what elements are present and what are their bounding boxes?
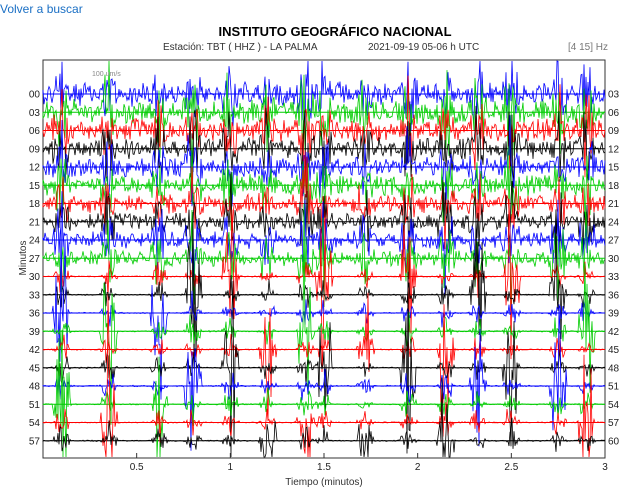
y-tick-label-left: 03 [29, 108, 41, 119]
y-tick-label-right: 48 [608, 363, 620, 374]
seismic-trace [42, 329, 606, 458]
y-tick-label-left: 51 [29, 400, 41, 411]
seismic-trace [42, 292, 606, 421]
scale-label: 100 um/s [92, 71, 121, 78]
y-tick-label-left: 36 [29, 309, 41, 320]
back-to-search-link[interactable]: Volver a buscar [0, 2, 83, 16]
x-tick-label: 0.5 [130, 462, 144, 473]
station-label: Estación: TBT ( HHZ ) - LA PALMA [163, 42, 318, 53]
y-tick-labels: 00 03 03 06 06 09 09 12 12 15 15 18 18 21 21 24 24 27 27 30… [29, 90, 620, 448]
chart-title: INSTITUTO GEOGRÁFICO NACIONAL [218, 24, 451, 39]
seismic-trace [42, 209, 606, 369]
y-tick-label-right: 12 [608, 144, 620, 155]
seismic-trace [42, 209, 606, 309]
y-tick-label-right: 54 [608, 400, 620, 411]
y-tick-label-right: 39 [608, 309, 620, 320]
y-tick-label-left: 18 [29, 199, 41, 210]
y-tick-label-right: 21 [608, 199, 620, 210]
seismic-trace [42, 203, 606, 425]
x-tick-label: 3 [602, 462, 608, 473]
x-tick-labels: 0.5 1 1.5 2 2.5 3 [130, 453, 608, 473]
seismic-trace [42, 138, 606, 231]
y-tick-label-right: 15 [608, 163, 620, 174]
y-axis-label: Minutos [18, 240, 29, 275]
y-tick-label-left: 27 [29, 254, 41, 265]
seismic-trace [42, 75, 606, 178]
seismic-trace [42, 215, 606, 400]
seismic-trace [42, 304, 606, 451]
y-tick-label-right: 30 [608, 254, 620, 265]
y-tick-label-right: 45 [608, 345, 620, 356]
y-tick-label-left: 09 [29, 144, 41, 155]
y-tick-label-left: 54 [29, 418, 41, 429]
y-tick-label-right: 36 [608, 290, 620, 301]
y-tick-label-left: 12 [29, 163, 41, 174]
y-tick-label-left: 48 [29, 382, 41, 393]
y-tick-label-left: 42 [29, 345, 41, 356]
seismic-trace [42, 60, 606, 135]
y-tick-label-left: 06 [29, 126, 41, 137]
y-tick-label-right: 03 [608, 90, 620, 101]
y-tick-label-left: 24 [29, 236, 41, 247]
seismic-trace [42, 297, 606, 458]
y-tick-label-right: 06 [608, 108, 620, 119]
y-tick-label-right: 18 [608, 181, 620, 192]
y-tick-label-right: 42 [608, 327, 620, 338]
seismic-trace [42, 271, 606, 458]
seismic-trace [42, 115, 606, 210]
filter-label: [4 15] Hz [568, 42, 608, 53]
x-tick-label: 1 [228, 462, 234, 473]
y-tick-label-left: 00 [29, 90, 41, 101]
seismic-trace [42, 377, 606, 458]
y-tick-label-left: 30 [29, 272, 41, 283]
y-tick-label-right: 24 [608, 217, 620, 228]
x-tick-label: 2.5 [504, 462, 518, 473]
seismic-trace [42, 198, 606, 373]
y-tick-label-left: 57 [29, 436, 41, 447]
y-tick-label-left: 15 [29, 181, 41, 192]
y-tick-label-right: 09 [608, 126, 620, 137]
y-tick-label-right: 33 [608, 272, 620, 283]
seismic-traces [42, 60, 606, 458]
y-tick-label-left: 21 [29, 217, 41, 228]
x-tick-label: 1.5 [317, 462, 331, 473]
y-tick-label-left: 33 [29, 290, 41, 301]
datetime-label: 2021-09-19 05-06 h UTC [368, 42, 479, 53]
y-tick-label-right: 27 [608, 236, 620, 247]
y-tick-label-right: 60 [608, 436, 620, 447]
x-axis-label: Tiempo (minutos) [285, 477, 362, 488]
x-tick-label: 2 [415, 462, 421, 473]
y-tick-label-left: 39 [29, 327, 41, 338]
y-tick-label-right: 57 [608, 418, 620, 429]
y-tick-label-left: 45 [29, 363, 41, 374]
y-tick-label-right: 51 [608, 382, 620, 393]
